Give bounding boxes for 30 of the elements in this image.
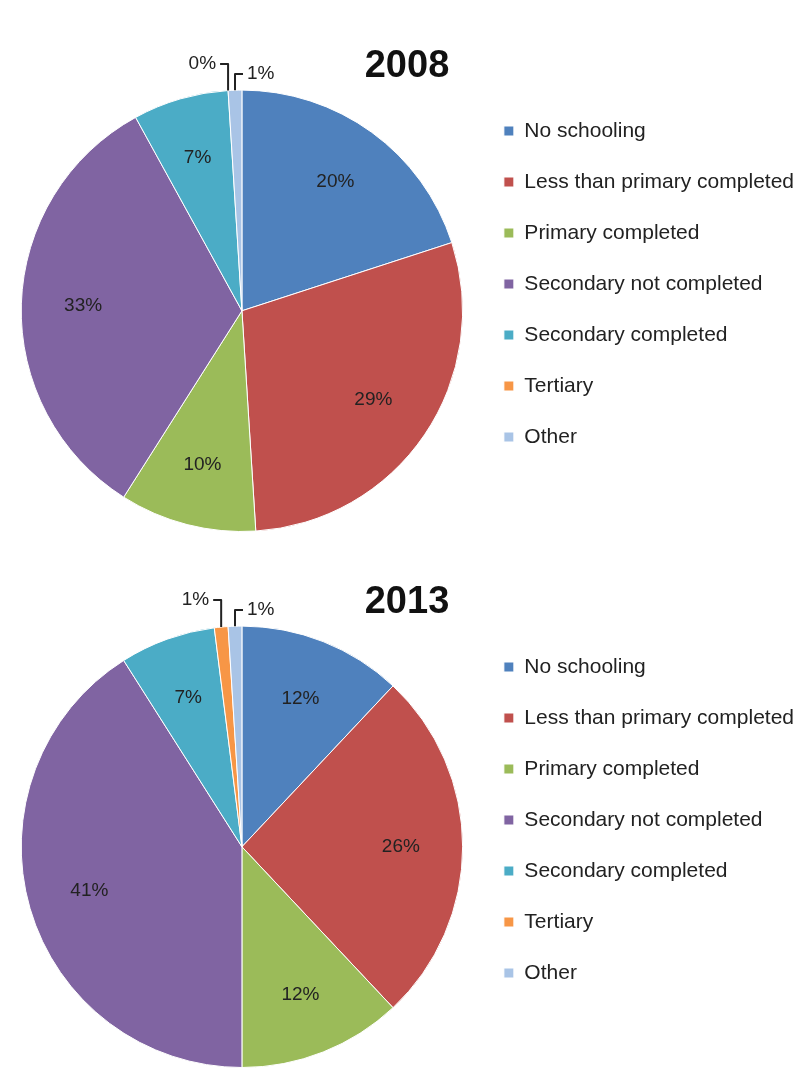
data-label: 1% xyxy=(247,598,275,620)
data-label: 12% xyxy=(281,982,320,1004)
legend-label: Primary completed xyxy=(524,755,700,779)
data-label: 7% xyxy=(183,146,212,168)
chart-title: 2008 xyxy=(364,43,450,86)
data-label: 1% xyxy=(181,588,210,610)
data-label: 12% xyxy=(281,687,320,709)
chart-title: 2013 xyxy=(364,579,450,622)
data-label: 33% xyxy=(64,294,103,316)
data-label: 29% xyxy=(354,388,393,410)
data-label: 7% xyxy=(174,685,202,707)
text: 0% xyxy=(188,52,217,74)
legend-label: Less than primary completed xyxy=(524,168,795,192)
data-label: 26% xyxy=(381,835,420,857)
data-label: 41% xyxy=(70,879,109,901)
legend-label: Secondary not completed xyxy=(524,270,763,294)
legend-label: Other xyxy=(524,423,577,447)
legend-label: No schooling xyxy=(524,653,646,677)
legend-label: Tertiary xyxy=(524,372,594,396)
legend-label: Secondary completed xyxy=(524,321,728,345)
legend-label: Tertiary xyxy=(524,908,594,932)
legend-label: Less than primary completed xyxy=(524,704,795,728)
legend-label: Other xyxy=(524,959,577,983)
data-label: 10% xyxy=(183,452,222,474)
data-label: 20% xyxy=(316,170,355,192)
legend-label: Secondary completed xyxy=(524,857,728,881)
legend-label: No schooling xyxy=(524,117,646,141)
legend-label: Secondary not completed xyxy=(524,806,763,830)
data-label: 1% xyxy=(247,62,275,84)
legend-label: Primary completed xyxy=(524,219,700,243)
